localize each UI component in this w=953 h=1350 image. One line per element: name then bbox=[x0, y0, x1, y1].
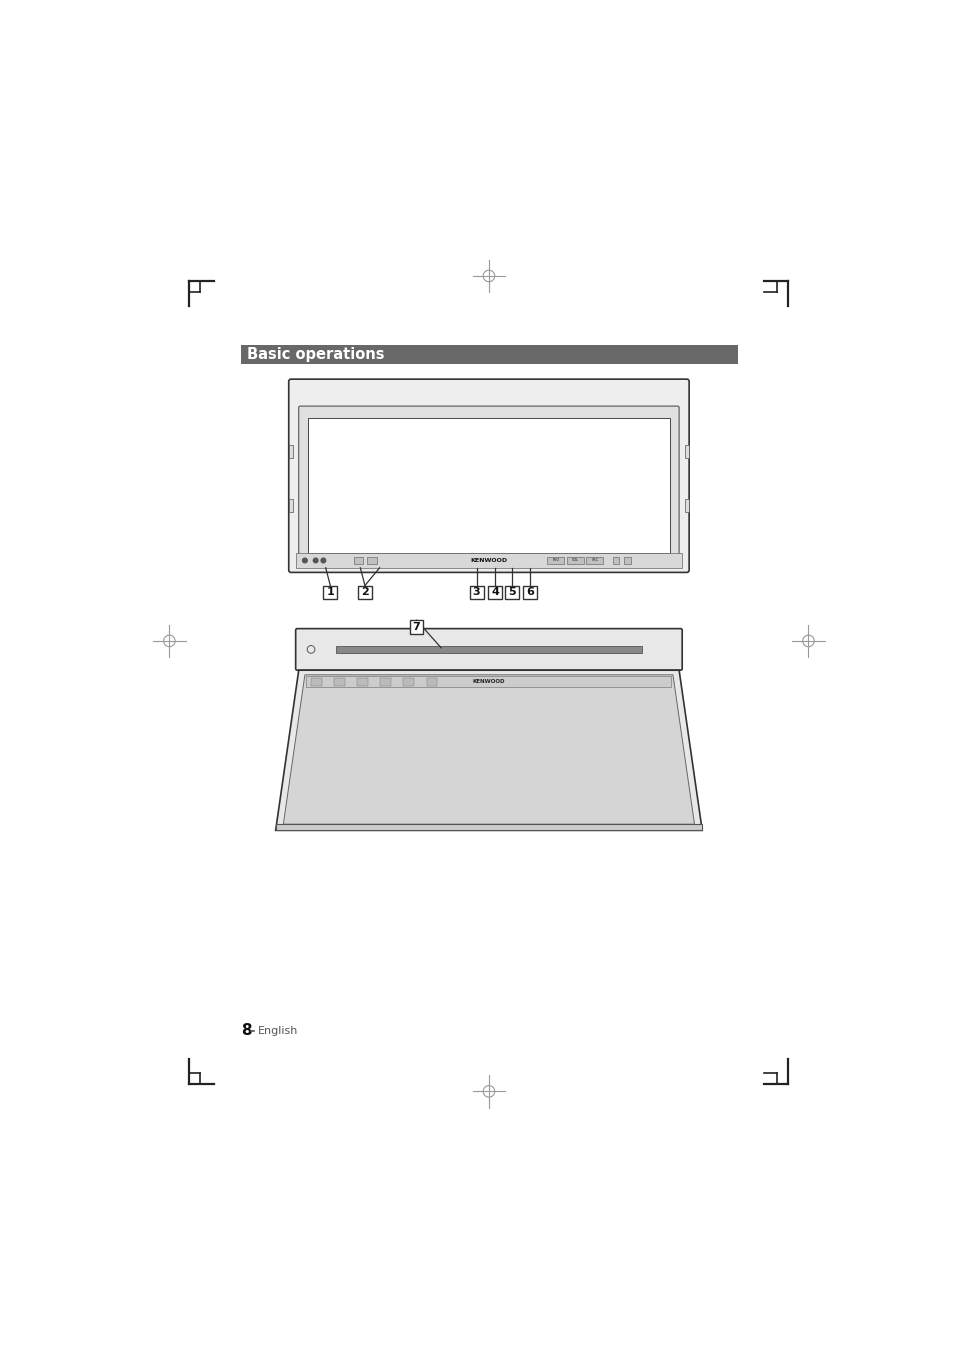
Bar bbox=[684, 500, 688, 512]
Circle shape bbox=[321, 558, 325, 563]
FancyBboxPatch shape bbox=[295, 629, 681, 670]
Bar bbox=[334, 678, 345, 686]
Text: English: English bbox=[257, 1026, 298, 1035]
Text: KENWOOD: KENWOOD bbox=[470, 558, 507, 563]
Bar bbox=[354, 556, 363, 564]
Bar bbox=[356, 678, 368, 686]
Text: FVO: FVO bbox=[553, 559, 559, 563]
Text: SRC: SRC bbox=[591, 559, 598, 563]
Bar bbox=[469, 586, 483, 599]
Bar bbox=[295, 554, 681, 568]
FancyBboxPatch shape bbox=[289, 379, 688, 572]
Bar bbox=[547, 556, 564, 564]
Bar bbox=[566, 556, 583, 564]
Text: 4: 4 bbox=[491, 587, 498, 598]
Bar bbox=[585, 556, 602, 564]
Bar bbox=[380, 678, 391, 686]
Text: Basic operations: Basic operations bbox=[247, 347, 384, 362]
Polygon shape bbox=[283, 675, 694, 825]
Bar bbox=[409, 620, 423, 634]
Bar bbox=[504, 586, 518, 599]
Bar bbox=[684, 446, 688, 458]
Bar bbox=[308, 418, 669, 554]
Text: 6: 6 bbox=[525, 587, 533, 598]
Bar bbox=[323, 586, 336, 599]
Bar bbox=[335, 645, 641, 653]
Bar bbox=[311, 678, 321, 686]
Bar bbox=[289, 446, 293, 458]
Text: 7: 7 bbox=[413, 622, 420, 632]
FancyBboxPatch shape bbox=[298, 406, 679, 563]
Text: 2: 2 bbox=[360, 587, 369, 598]
Polygon shape bbox=[275, 670, 701, 830]
Bar bbox=[289, 500, 293, 512]
Bar bbox=[367, 556, 376, 564]
Bar bbox=[612, 558, 618, 563]
Text: 3: 3 bbox=[473, 587, 480, 598]
Text: KENWOOD: KENWOOD bbox=[472, 679, 505, 684]
Bar bbox=[306, 676, 671, 687]
Bar bbox=[403, 678, 414, 686]
Bar bbox=[623, 556, 631, 564]
Circle shape bbox=[313, 558, 317, 563]
Text: 5: 5 bbox=[508, 587, 516, 598]
Text: 1: 1 bbox=[326, 587, 334, 598]
Bar bbox=[275, 825, 701, 830]
Bar bbox=[522, 586, 537, 599]
Circle shape bbox=[302, 558, 307, 563]
Bar bbox=[357, 586, 372, 599]
Bar bbox=[426, 678, 436, 686]
Bar bbox=[488, 586, 501, 599]
Bar bbox=[241, 346, 737, 363]
Text: VOL: VOL bbox=[572, 559, 578, 563]
Text: 8: 8 bbox=[241, 1023, 252, 1038]
